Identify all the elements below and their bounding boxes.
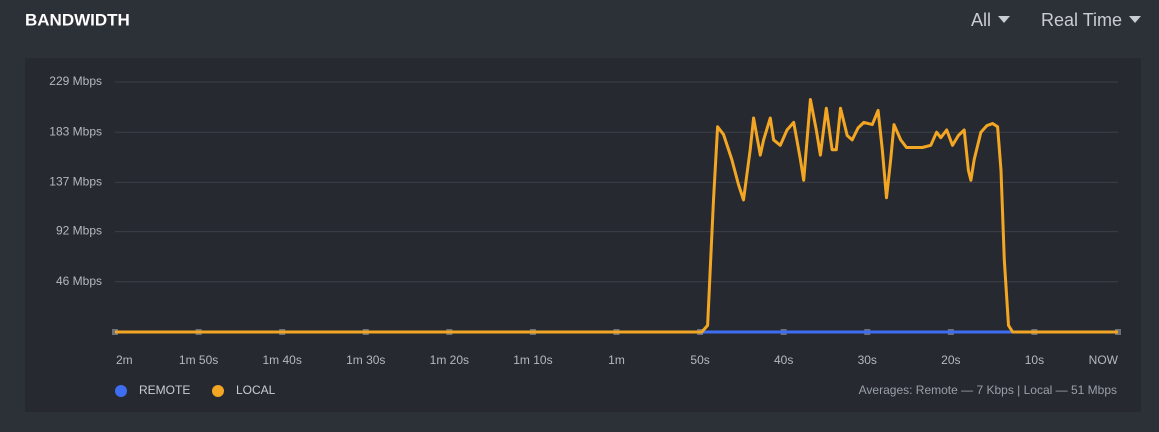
x-tick-label: 40s [774, 353, 793, 367]
x-tick-label: 2m [116, 353, 133, 367]
y-tick-label: 137 Mbps [49, 175, 102, 189]
series-line [115, 98, 1118, 334]
y-tick-label: 229 Mbps [49, 74, 102, 88]
y-tick-label: 46 Mbps [56, 274, 102, 288]
widget-title: BANDWIDTH [25, 10, 130, 29]
filter-dropdown[interactable]: All [971, 10, 1010, 30]
range-dropdown[interactable]: Real Time [1041, 10, 1141, 30]
chart-panel [25, 58, 1141, 412]
x-tick-label: 20s [941, 353, 960, 367]
plot: 46 Mbps 92 Mbps 137 Mbps 183 Mbps 229 Mbps 2m… [49, 74, 1121, 397]
legend-label: LOCAL [236, 383, 276, 397]
x-tick-label: 1m 40s [262, 353, 301, 367]
caret[interactable] [1129, 16, 1141, 23]
filter-label[interactable]: All [971, 10, 991, 30]
x-tick-label: NOW [1089, 353, 1119, 367]
x-tick-label: 10s [1025, 353, 1044, 367]
legend-swatch [212, 385, 224, 397]
x-tick-label: 1m 50s [179, 353, 218, 367]
averages: Averages: Remote — 7 Kbps | Local — 51 M… [859, 383, 1117, 397]
x-tick-label: 1m 20s [430, 353, 469, 367]
caret[interactable] [998, 16, 1010, 23]
y-tick-label: 183 Mbps [49, 124, 102, 138]
legend-swatch [115, 385, 127, 397]
x-tick-label: 1m [608, 353, 625, 367]
range-label[interactable]: Real Time [1041, 10, 1122, 30]
x-tick-label: 1m 30s [346, 353, 385, 367]
x-tick-label: 1m 10s [513, 353, 552, 367]
x-tick-label: 30s [858, 353, 877, 367]
x-tick-label: 50s [690, 353, 709, 367]
legend-label: REMOTE [139, 383, 190, 397]
y-tick-label: 92 Mbps [56, 224, 102, 238]
